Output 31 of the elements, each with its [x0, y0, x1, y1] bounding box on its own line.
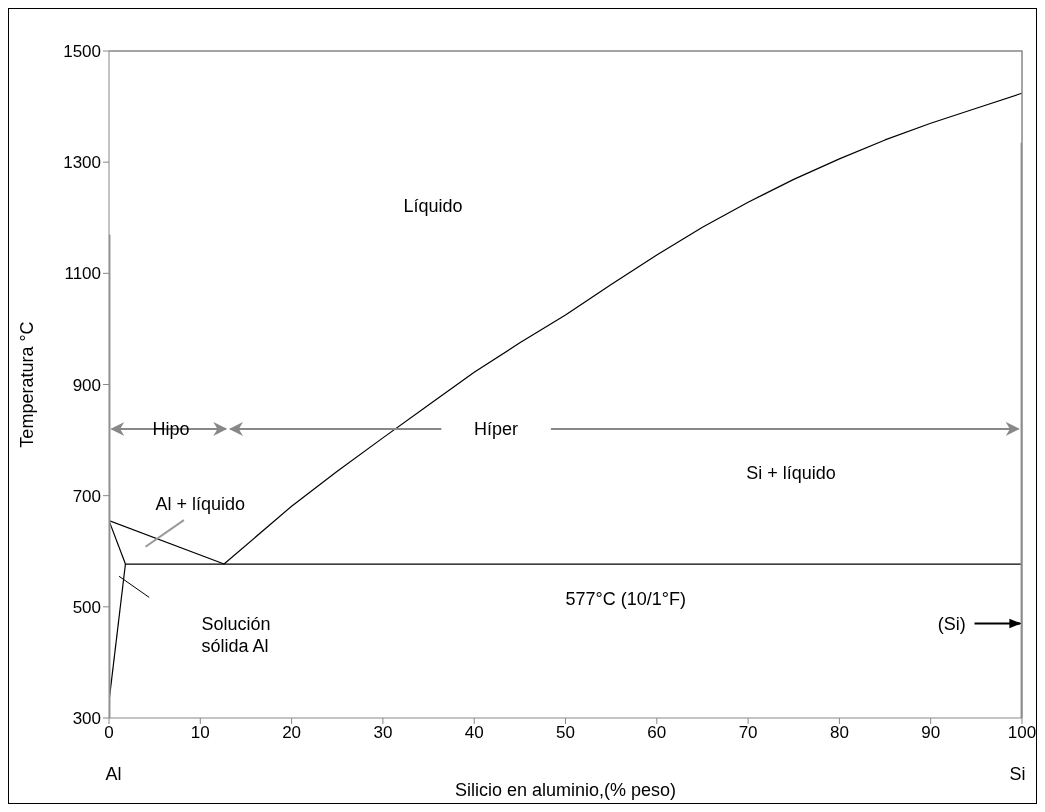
y-tick-label: 1300	[63, 153, 101, 173]
y-tick-label: 900	[72, 375, 101, 395]
annotation: Líquido	[403, 194, 463, 218]
x-tick-label: 30	[373, 723, 393, 743]
x-axis-title: Silicio en aluminio,(% peso)	[454, 780, 677, 800]
annotation: Híper	[470, 417, 523, 441]
annotation: (Si)	[937, 612, 966, 635]
y-tick-label: 1500	[63, 42, 101, 62]
text: Al	[105, 762, 122, 785]
figure-frame: 0 10 20 30 40 50 60 70 80 90 100 Silicio en aluminio,(% peso) 300 500 700 900 1100 1300 1500 Temperatura °C Líquido Hipo Híper Si + líquido Al + líquido Solución sólida Al 577°C (10/1°F) (Si) Al Si	[8, 8, 1037, 804]
annotation: Hipo	[152, 417, 190, 441]
annotation: Solución sólida Al	[201, 612, 271, 658]
annotation: Si + líquido	[746, 462, 836, 485]
x-tick-label: 100	[1007, 723, 1037, 743]
text: Si	[1009, 762, 1026, 785]
annotation: 577°C (10/1°F)	[565, 587, 686, 611]
x-tick-label: 20	[282, 723, 302, 743]
x-tick-label: 10	[190, 723, 210, 743]
x-tick-label: 50	[556, 723, 575, 743]
x-tick-label: 0	[104, 723, 114, 743]
x-tick-label: 60	[647, 723, 667, 743]
y-tick-label: 1100	[64, 264, 101, 284]
x-tick-label: 70	[738, 723, 758, 743]
annotation: Al + líquido	[155, 492, 246, 516]
x-tick-label: 40	[464, 723, 484, 743]
y-tick-label: 700	[72, 486, 101, 506]
x-tick-label: 90	[921, 723, 941, 743]
y-tick-label: 300	[72, 709, 101, 729]
x-tick-label: 80	[829, 723, 849, 743]
y-axis-title: Temperatura °C	[17, 321, 38, 448]
y-tick-label: 500	[72, 597, 101, 617]
